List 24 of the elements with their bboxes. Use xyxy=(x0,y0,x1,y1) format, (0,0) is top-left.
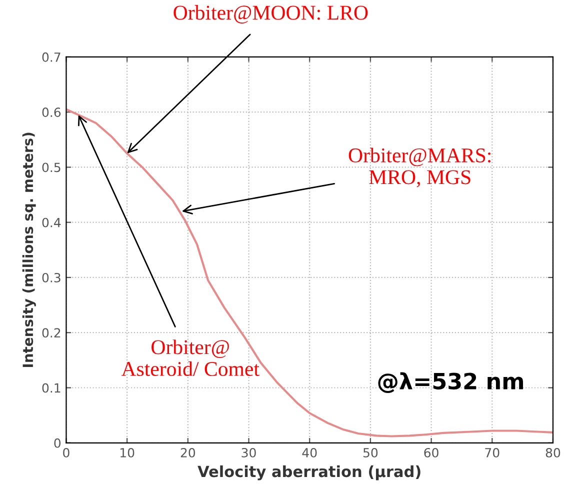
x-tick-label: 0 xyxy=(63,448,70,458)
annotation: @λ=532 nm xyxy=(378,372,524,394)
y-tick-label: 0.6 xyxy=(42,108,61,118)
y-tick-label: 0.4 xyxy=(42,218,61,228)
annotation: Orbiter@MOON: LRO xyxy=(174,5,368,24)
x-tick-label: 80 xyxy=(546,448,560,458)
y-tick-label: 0.7 xyxy=(42,52,60,62)
y-axis-title: Intensity (millions sq. meters) xyxy=(22,132,36,367)
y-tick-label: 0 xyxy=(54,438,61,448)
x-tick-label: 10 xyxy=(120,448,134,458)
y-tick-label: 0.3 xyxy=(42,272,60,282)
x-tick-label: 30 xyxy=(242,448,256,458)
x-axis-title: Velocity aberration (μrad) xyxy=(198,465,420,480)
y-tick-label: 0.5 xyxy=(42,162,60,172)
x-tick-label: 60 xyxy=(424,448,438,458)
annotation: Orbiter@ Asteroid/ Comet xyxy=(121,340,260,376)
annotation: Orbiter@MARS: MRO, MGS xyxy=(348,148,490,188)
x-tick-label: 50 xyxy=(363,448,378,458)
y-tick-label: 0.2 xyxy=(42,328,60,338)
x-tick-label: 40 xyxy=(302,448,317,458)
y-tick-label: 0.1 xyxy=(42,383,60,393)
x-tick-label: 20 xyxy=(180,448,196,458)
x-tick-label: 70 xyxy=(485,448,500,458)
line-series xyxy=(66,108,553,438)
